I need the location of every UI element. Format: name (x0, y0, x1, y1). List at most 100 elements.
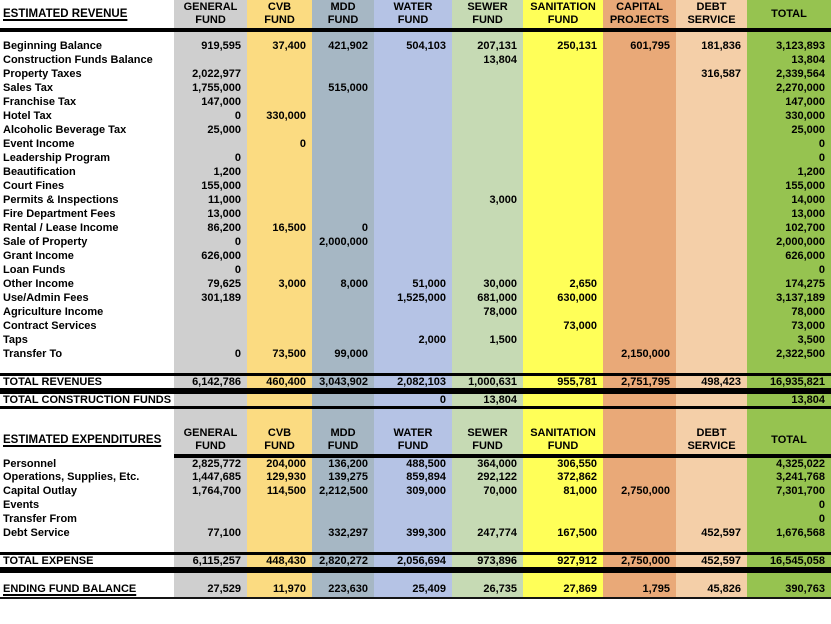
value-cell: 1,000,631 (452, 372, 523, 391)
value-cell: 114,500 (247, 484, 312, 498)
value-cell: 372,862 (523, 470, 603, 484)
spacer-cell (603, 568, 676, 573)
row-label-cell: Fire Department Fees (0, 207, 174, 221)
value-cell (523, 81, 603, 95)
value-cell (247, 165, 312, 179)
value-cell (676, 484, 747, 498)
column-header-revenue-0: GENERAL FUND (174, 0, 247, 32)
value-cell: 364,000 (452, 456, 523, 470)
value-cell (452, 512, 523, 526)
row-label: Agriculture Income (3, 306, 104, 318)
column-header-line: FUND (327, 14, 359, 26)
value-cell: 147,000 (174, 95, 247, 109)
spacer-cell (174, 571, 247, 581)
value-cell: 78,000 (747, 305, 831, 319)
table-row: Franchise Tax 147,000 147,000 (0, 95, 831, 109)
value-cell (676, 498, 747, 512)
spacer-cell (247, 361, 312, 374)
section-header-row: ESTIMATED EXPENDITURES GENERAL FUND CVB FUND… (0, 426, 831, 458)
budget-table: ESTIMATED REVENUE GENERAL FUND CVB FUND MDD FU… (0, 0, 831, 599)
value-cell (174, 333, 247, 347)
value-cell (374, 221, 452, 235)
row-label: Property Taxes (3, 68, 82, 80)
spacer-cell (603, 571, 676, 581)
value-cell (312, 291, 374, 305)
value-cell (676, 81, 747, 95)
value-cell (374, 193, 452, 207)
row-label-cell: Construction Funds Balance (0, 53, 174, 67)
value-cell (374, 95, 452, 109)
column-header-revenue-1: CVB FUND (247, 0, 312, 32)
value-cell: 13,804 (747, 53, 831, 67)
column-header-expenditures-1: CVB FUND (247, 426, 312, 458)
table-row: Sales Tax 1,755,000 515,000 2,270,000 (0, 81, 831, 95)
row-label: Beginning Balance (3, 40, 103, 52)
row-label-cell: Property Taxes (0, 67, 174, 81)
value-cell: 2,082,103 (374, 372, 452, 391)
row-label: TOTAL CONSTRUCTION FUNDS (3, 393, 172, 406)
value-cell (374, 165, 452, 179)
column-header-line: WATER (393, 1, 433, 13)
value-cell: 139,275 (312, 470, 374, 484)
value-cell: 421,902 (312, 39, 374, 53)
value-cell (523, 165, 603, 179)
row-label: Other Income (3, 278, 74, 290)
spacer-cell (747, 361, 831, 374)
row-label-cell: Capital Outlay (0, 484, 174, 498)
spacer-cell (312, 361, 374, 374)
table-row: Capital Outlay 1,764,700 114,500 2,212,500 3… (0, 484, 831, 498)
value-cell (603, 249, 676, 263)
value-cell (374, 347, 452, 361)
value-cell: 626,000 (174, 249, 247, 263)
value-cell (312, 53, 374, 67)
value-cell: 27,869 (523, 581, 603, 599)
row-label: Contract Services (3, 320, 97, 332)
value-cell (676, 165, 747, 179)
row-label-cell: TOTAL EXPENSE (0, 551, 174, 570)
spacer-cell (374, 30, 452, 39)
spacer-row (0, 361, 831, 374)
value-cell (603, 123, 676, 137)
table-row: Beginning Balance 919,595 37,400 421,902 504… (0, 39, 831, 53)
value-cell: 77,100 (174, 526, 247, 540)
column-header-line: CVB (267, 427, 292, 439)
value-cell: 330,000 (747, 109, 831, 123)
section-title: ESTIMATED EXPENDITURES (3, 434, 162, 446)
spacer-cell (452, 389, 523, 392)
value-cell: 2,150,000 (603, 347, 676, 361)
value-cell (312, 179, 374, 193)
spacer-cell (452, 30, 523, 39)
value-cell (603, 109, 676, 123)
column-header-line: MDD (330, 1, 356, 13)
spacer-cell (312, 568, 374, 573)
spacer-row (0, 30, 831, 39)
table-row: Transfer To 0 73,500 99,000 2,150,000 2,322,5… (0, 347, 831, 361)
value-cell (312, 319, 374, 333)
table-row: TOTAL EXPENSE 6,115,257 448,430 2,820,272 2,… (0, 551, 831, 570)
value-cell (452, 151, 523, 165)
table-row: TOTAL REVENUES 6,142,786 460,400 3,043,902 2… (0, 372, 831, 391)
value-cell: 13,000 (174, 207, 247, 221)
spacer-cell (247, 568, 312, 573)
table-row: Fire Department Fees 13,000 13,000 (0, 207, 831, 221)
value-cell (676, 221, 747, 235)
value-cell (676, 193, 747, 207)
value-cell: 11,000 (174, 193, 247, 207)
value-cell (312, 165, 374, 179)
row-label: Event Income (3, 138, 75, 150)
value-cell: 3,241,768 (747, 470, 831, 484)
value-cell (676, 179, 747, 193)
value-cell (523, 498, 603, 512)
spacer-cell (374, 571, 452, 581)
value-cell: 488,500 (374, 456, 452, 470)
value-cell (676, 95, 747, 109)
value-cell: 25,000 (747, 123, 831, 137)
value-cell (374, 151, 452, 165)
value-cell: 0 (174, 263, 247, 277)
spacer-cell (374, 540, 452, 553)
table-row: Sale of Property 0 2,000,000 2,000,000 (0, 235, 831, 249)
table-row: Grant Income 626,000 626,000 (0, 249, 831, 263)
value-cell: 37,400 (247, 39, 312, 53)
value-cell (374, 235, 452, 249)
value-cell (676, 249, 747, 263)
